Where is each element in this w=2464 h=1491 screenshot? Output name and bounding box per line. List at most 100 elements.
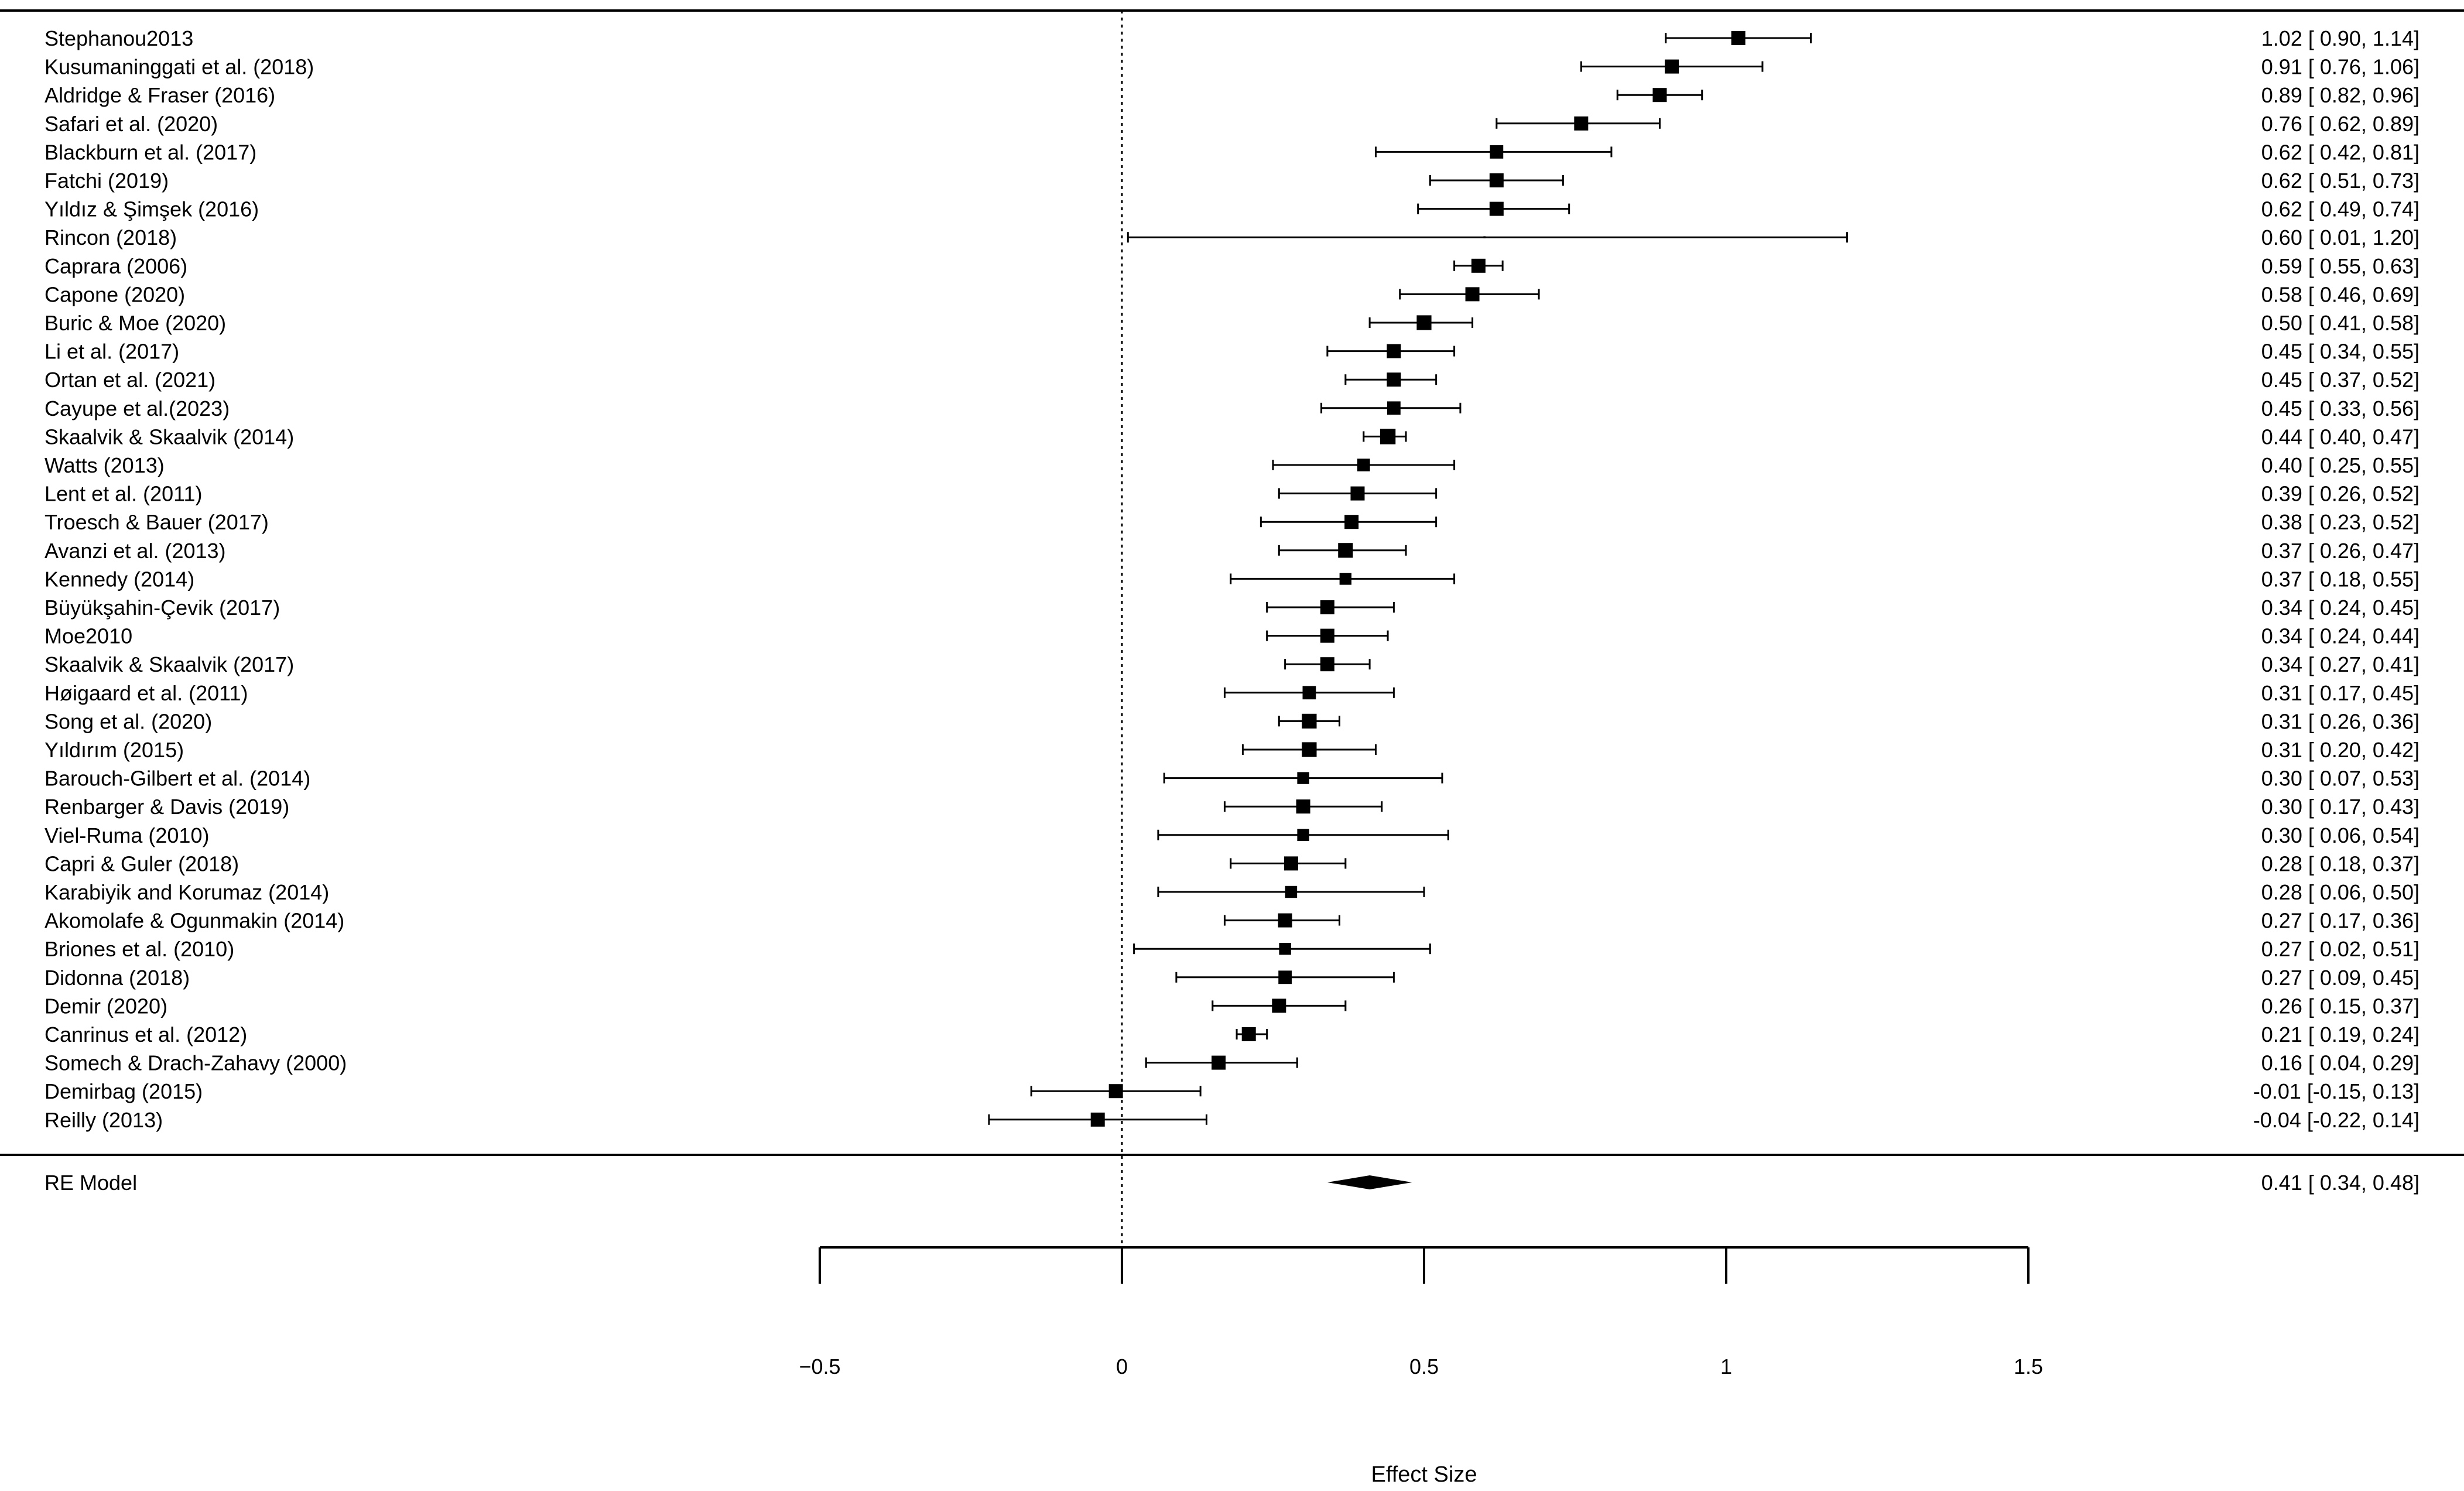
effect-label: 0.50 [ 0.41, 0.58]: [2261, 311, 2419, 335]
point-estimate: [1302, 742, 1317, 757]
effect-label: -0.04 [-0.22, 0.14]: [2253, 1108, 2419, 1132]
study-name: Fatchi (2019): [45, 169, 169, 193]
effect-label: 0.37 [ 0.26, 0.47]: [2261, 539, 2419, 563]
study-name: Buric & Moe (2020): [45, 311, 226, 335]
study-name: Safari et al. (2020): [45, 112, 218, 136]
effect-label: -0.01 [-0.15, 0.13]: [2253, 1079, 2419, 1103]
point-estimate: [1665, 59, 1679, 74]
effect-label: 0.59 [ 0.55, 0.63]: [2261, 254, 2419, 278]
effect-label: 0.58 [ 0.46, 0.69]: [2261, 282, 2419, 306]
study-name: Song et al. (2020): [45, 709, 212, 733]
study-name: Stephanou2013: [45, 26, 193, 50]
point-estimate: [1241, 1027, 1256, 1041]
effect-label: 0.34 [ 0.24, 0.45]: [2261, 596, 2419, 620]
effect-label: 0.30 [ 0.17, 0.43]: [2261, 795, 2419, 819]
study-name: Blackburn et al. (2017): [45, 140, 256, 164]
effect-label: 0.76 [ 0.62, 0.89]: [2261, 112, 2419, 136]
point-estimate: [1279, 943, 1291, 955]
study-name: Avanzi et al. (2013): [45, 539, 226, 563]
effect-label: 0.89 [ 0.82, 0.96]: [2261, 83, 2419, 107]
x-tick-label: 0.5: [1409, 1355, 1439, 1379]
effect-label: 1.02 [ 0.90, 1.14]: [2261, 26, 2419, 50]
effect-label: 0.26 [ 0.15, 0.37]: [2261, 994, 2419, 1018]
effect-label: 0.21 [ 0.19, 0.24]: [2261, 1023, 2419, 1047]
study-name: Watts (2013): [45, 453, 165, 477]
study-name: Büyükşahin-Çevik (2017): [45, 596, 280, 620]
effect-label: 0.39 [ 0.26, 0.52]: [2261, 482, 2419, 506]
effect-label: 0.62 [ 0.49, 0.74]: [2261, 197, 2419, 221]
effect-label: 0.62 [ 0.42, 0.81]: [2261, 140, 2419, 164]
study-name: Akomolafe & Ogunmakin (2014): [45, 909, 344, 933]
point-estimate: [1108, 1084, 1123, 1099]
effect-label: 0.30 [ 0.07, 0.53]: [2261, 767, 2419, 791]
point-estimate: [1387, 372, 1401, 387]
study-name: Høigaard et al. (2011): [45, 681, 248, 705]
summary-name: RE Model: [45, 1171, 137, 1195]
point-estimate: [1380, 429, 1396, 444]
effect-label: 0.27 [ 0.02, 0.51]: [2261, 937, 2419, 961]
effect-label: 0.27 [ 0.17, 0.36]: [2261, 909, 2419, 933]
study-name: Skaalvik & Skaalvik (2014): [45, 425, 294, 449]
point-estimate: [1302, 713, 1317, 729]
point-estimate: [1296, 799, 1310, 814]
effect-label: 0.60 [ 0.01, 1.20]: [2261, 225, 2419, 249]
effect-label: 0.16 [ 0.04, 0.29]: [2261, 1051, 2419, 1075]
study-name: Karabiyik and Korumaz (2014): [45, 880, 329, 904]
study-name: Capone (2020): [45, 282, 185, 306]
point-estimate: [1272, 998, 1286, 1013]
point-estimate: [1297, 829, 1309, 841]
effect-label: 0.45 [ 0.37, 0.52]: [2261, 368, 2419, 392]
effect-label: 0.31 [ 0.20, 0.42]: [2261, 738, 2419, 762]
point-estimate: [1489, 173, 1504, 187]
study-name: Li et al. (2017): [45, 340, 179, 364]
summary-label: 0.41 [ 0.34, 0.48]: [2261, 1171, 2419, 1195]
point-estimate: [1652, 88, 1667, 102]
x-tick-label: 0: [1116, 1355, 1128, 1379]
effect-label: 0.31 [ 0.17, 0.45]: [2261, 681, 2419, 705]
study-name: Aldridge & Fraser (2016): [45, 83, 275, 107]
study-name: Kusumaninggati et al. (2018): [45, 55, 314, 79]
point-estimate: [1285, 885, 1298, 898]
study-name: Kennedy (2014): [45, 567, 194, 591]
study-name: Demirbag (2015): [45, 1079, 203, 1103]
point-estimate: [1339, 573, 1352, 585]
point-estimate: [1357, 459, 1370, 471]
study-name: Rincon (2018): [45, 225, 177, 249]
study-name: Canrinus et al. (2012): [45, 1023, 247, 1047]
point-estimate: [1320, 628, 1334, 643]
point-estimate: [1489, 201, 1504, 216]
x-tick-label: 1: [1720, 1355, 1732, 1379]
effect-label: 0.62 [ 0.51, 0.73]: [2261, 169, 2419, 193]
point-estimate: [1320, 600, 1334, 614]
point-estimate: [1320, 657, 1334, 672]
point-estimate: [1278, 970, 1292, 984]
study-name: Barouch-Gilbert et al. (2014): [45, 767, 310, 791]
effect-label: 0.38 [ 0.23, 0.52]: [2261, 510, 2419, 534]
effect-label: 0.31 [ 0.26, 0.36]: [2261, 709, 2419, 733]
study-name: Didonna (2018): [45, 966, 190, 990]
effect-label: 0.91 [ 0.76, 1.06]: [2261, 55, 2419, 79]
study-name: Yıldız & Şimşek (2016): [45, 197, 259, 221]
x-tick-label: −0.5: [799, 1355, 840, 1379]
point-estimate: [1387, 344, 1401, 358]
point-estimate: [1302, 686, 1316, 700]
effect-label: 0.28 [ 0.18, 0.37]: [2261, 851, 2419, 876]
point-estimate: [1297, 772, 1309, 784]
point-estimate: [1212, 1055, 1226, 1070]
point-estimate: [1465, 287, 1480, 302]
study-name: Ortan et al. (2021): [45, 368, 215, 392]
x-tick-label: 1.5: [2014, 1355, 2043, 1379]
effect-label: 0.28 [ 0.06, 0.50]: [2261, 880, 2419, 904]
study-name: Demir (2020): [45, 994, 167, 1018]
point-estimate: [1350, 486, 1365, 501]
summary-diamond: [1327, 1175, 1412, 1189]
study-name: Lent et al. (2011): [45, 482, 203, 506]
point-estimate: [1731, 31, 1746, 45]
study-name: Capri & Guler (2018): [45, 851, 239, 876]
effect-label: 0.44 [ 0.40, 0.47]: [2261, 425, 2419, 449]
study-name: Yıldırım (2015): [45, 738, 184, 762]
study-name: Moe2010: [45, 624, 132, 648]
study-name: Reilly (2013): [45, 1108, 163, 1132]
effect-label: 0.37 [ 0.18, 0.55]: [2261, 567, 2419, 591]
